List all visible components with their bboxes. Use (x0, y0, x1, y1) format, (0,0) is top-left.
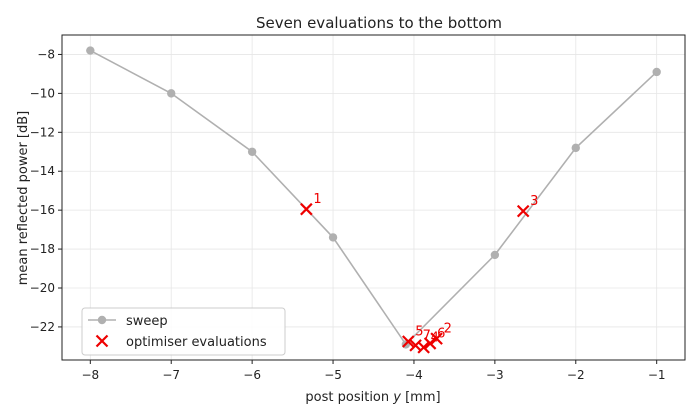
legend: sweep optimiser evaluations (81, 307, 286, 356)
x-tick-label: −2 (567, 368, 585, 382)
legend-eval-marker (95, 334, 109, 348)
chart-title: Seven evaluations to the bottom (256, 14, 502, 32)
evaluation-point-6 (423, 337, 437, 350)
evaluation-point-5 (402, 335, 415, 348)
evaluation-label: 3 (530, 194, 538, 209)
y-tick-label: −22 (30, 320, 55, 334)
x-tick-label: −5 (324, 368, 342, 382)
sweep-series (86, 46, 661, 349)
y-axis-label: mean reflected power [dB] (16, 111, 31, 286)
y-tick-label: −10 (30, 86, 55, 100)
sweep-point (490, 250, 500, 260)
legend-eval-label: optimiser evaluations (126, 335, 267, 350)
y-tick-label: −18 (30, 242, 55, 256)
evaluation-label: 6 (437, 326, 445, 341)
y-tick-label: −8 (37, 47, 55, 61)
sweep-line (89, 49, 658, 346)
sweep-point (571, 143, 580, 153)
legend-sweep-label: sweep (126, 314, 168, 329)
x-tick-label: −7 (162, 368, 180, 382)
sweep-point (328, 233, 338, 242)
sweep-point (247, 147, 257, 156)
evaluation-label: 5 (415, 325, 423, 340)
evaluation-point-7 (409, 339, 422, 352)
y-tick-label: −16 (30, 203, 55, 217)
evaluation-label: 7 (423, 328, 431, 343)
x-axis-label: post position y [mm] (305, 390, 440, 405)
evaluation-label: 1 (313, 192, 321, 207)
sweep-point (86, 46, 95, 55)
grid (62, 35, 685, 360)
plot-frame (61, 34, 686, 361)
sweep-point (652, 67, 661, 77)
y-tick-label: −20 (30, 281, 55, 295)
legend-sweep-marker (97, 315, 107, 325)
evaluation-series: 1234567 (300, 192, 538, 354)
x-tick-label: −6 (243, 368, 261, 382)
evaluation-point-2 (430, 332, 443, 345)
evaluation-point-3 (516, 204, 530, 218)
y-axis: −8 −10 −12 −14 −16 −18 −20 −22 (30, 47, 62, 334)
x-axis: −8 −7 −6 −5 −4 −3 −2 −1 (81, 360, 666, 382)
evaluation-point-1 (300, 202, 313, 216)
legend-box (81, 307, 286, 356)
evaluation-label: 2 (444, 322, 452, 337)
x-tick-label: −4 (405, 368, 423, 382)
y-tick-label: −14 (30, 164, 55, 178)
x-tick-label: −1 (648, 368, 666, 382)
sweep-point (167, 89, 176, 98)
x-tick-label: −8 (81, 368, 99, 382)
y-tick-label: −12 (30, 125, 55, 139)
x-tick-label: −3 (486, 368, 504, 382)
